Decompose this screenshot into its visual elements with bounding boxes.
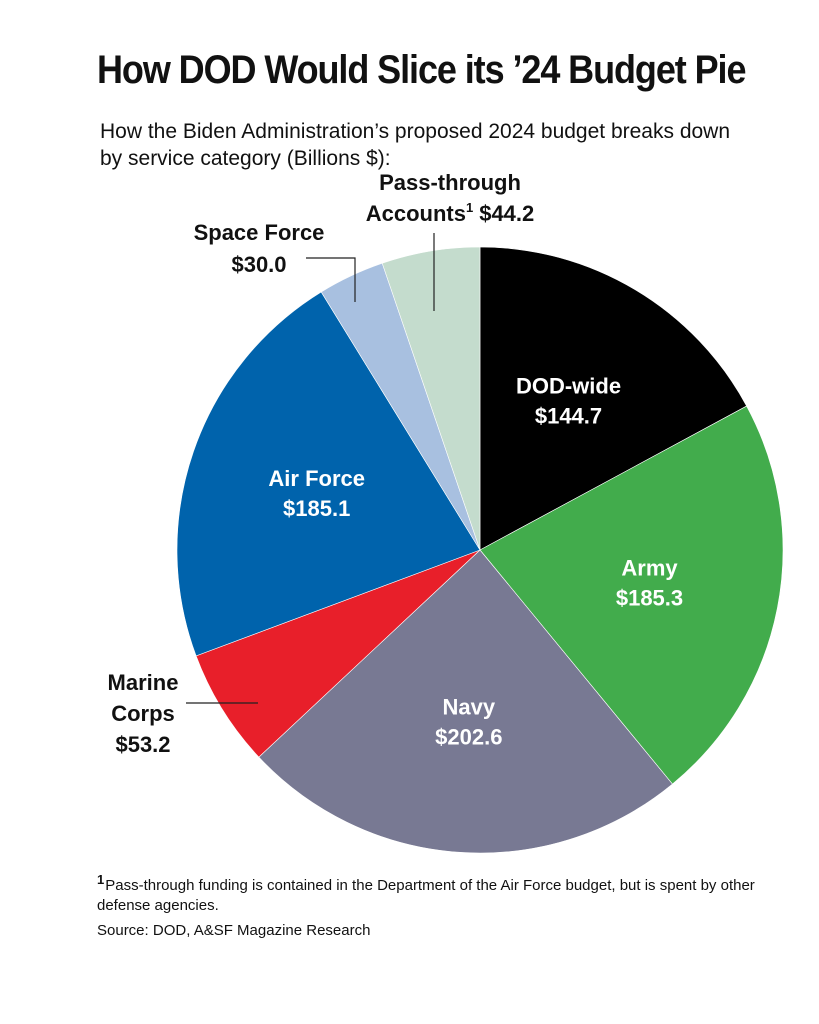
label-space-force: Space Force xyxy=(194,220,325,245)
source-note: Source: DOD, A&SF Magazine Research xyxy=(97,922,371,939)
footnote-mark: 1 xyxy=(97,872,105,887)
value-pass-through-accounts: $44.2 xyxy=(479,201,534,226)
value-marine-corps: $53.2 xyxy=(115,732,170,757)
leader-space-force xyxy=(306,257,356,302)
slice-marine-corps xyxy=(195,549,481,758)
label-pass-through-accounts-line-2: Accounts1 $44.2 xyxy=(366,200,535,226)
value-air-force: $185.1 xyxy=(283,496,350,521)
footnote-text: Pass-through funding is contained in the… xyxy=(97,877,755,914)
chart-subtitle: How the Biden Administration’s proposed … xyxy=(100,120,731,170)
leader-lines xyxy=(186,233,435,704)
value-army: $185.3 xyxy=(616,585,683,610)
value-space-force: $30.0 xyxy=(231,252,286,277)
slice-navy xyxy=(258,549,673,854)
label-navy: Navy xyxy=(443,694,496,719)
label-marine-corps-line-1: Marine xyxy=(108,670,179,695)
label-pass-through-accounts-line-1: Pass-through xyxy=(379,170,521,195)
slice-air-force xyxy=(176,291,481,657)
slice-dod-wide xyxy=(479,246,748,551)
label-dod-wide: DOD-wide xyxy=(516,374,621,399)
value-dod-wide: $144.7 xyxy=(535,404,602,429)
slice-pass-through-accounts xyxy=(381,246,481,551)
slice-army xyxy=(479,405,784,785)
label-air-force: Air Force xyxy=(268,466,365,491)
chart-title: How DOD Would Slice its ’24 Budget Pie xyxy=(97,48,746,92)
label-army: Army xyxy=(621,555,678,580)
slice-labels: DOD-wide $144.7 Army $185.3 Navy $202.6 Marine… xyxy=(108,170,684,757)
footnote: 1Pass-through funding is contained in th… xyxy=(97,870,757,916)
label-marine-corps-line-2: Corps xyxy=(111,701,175,726)
pie-slices xyxy=(176,246,784,854)
value-navy: $202.6 xyxy=(435,724,502,749)
